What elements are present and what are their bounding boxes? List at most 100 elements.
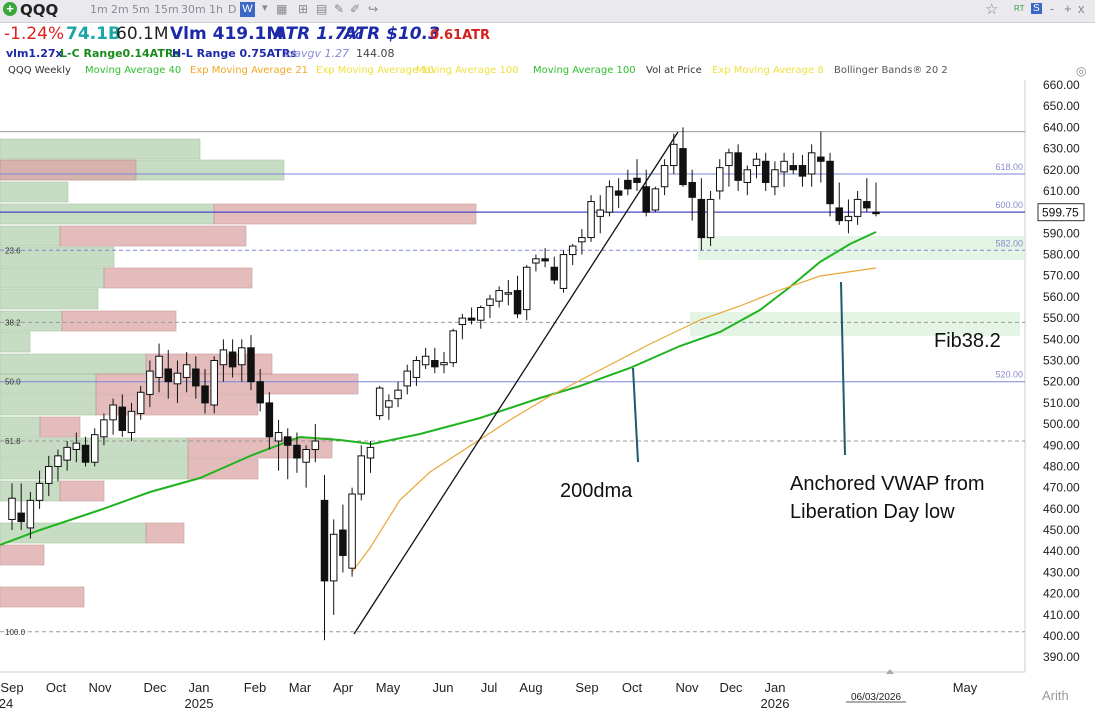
candle (394, 381, 402, 408)
rt-label[interactable]: RT (1014, 4, 1025, 13)
indicator-7[interactable]: Exp Moving Average 8 (712, 65, 824, 76)
indicator-4[interactable]: Moving Average 100 (416, 65, 519, 76)
interval-15m[interactable]: 15m (154, 3, 179, 16)
y-tick-label: 520.00 (1043, 375, 1080, 389)
maximize-icon[interactable]: + (1064, 1, 1072, 16)
candle (164, 349, 173, 399)
candle-body (256, 381, 264, 404)
x-tick-label: Jan (189, 680, 210, 695)
s-button[interactable]: S (1031, 3, 1042, 14)
candles (8, 127, 880, 641)
candle-body (559, 254, 568, 289)
candle-body (568, 245, 577, 256)
indicator-0[interactable]: QQQ Weekly (8, 65, 71, 76)
candle-body (238, 347, 246, 366)
interval-5m[interactable]: 5m (132, 3, 150, 16)
indicator-2[interactable]: Exp Moving Average 21 (190, 65, 309, 76)
candle-body (394, 389, 402, 400)
vap-up-bar (0, 416, 41, 438)
x-year-label: 2025 (185, 696, 214, 710)
star-icon[interactable]: ☆ (985, 1, 999, 18)
candle-body (660, 165, 669, 188)
atr-pct: ATR 1.7% (274, 24, 364, 44)
candle (789, 152, 798, 175)
indicator-1[interactable]: Moving Average 40 (85, 65, 182, 76)
indicator-3[interactable]: Exp Moving Average 10 (316, 65, 435, 76)
candle (449, 328, 457, 367)
candle-body (228, 351, 237, 368)
layout-icon[interactable]: ▤ (316, 2, 328, 16)
y-tick-label: 550.00 (1043, 311, 1080, 325)
indicator-5[interactable]: Moving Average 100 (533, 65, 636, 76)
y-tick-label: 440.00 (1043, 544, 1080, 558)
y-tick-label: 510.00 (1043, 396, 1080, 410)
candle (146, 360, 154, 408)
candle-body (697, 198, 706, 239)
interval-1m[interactable]: 1m (90, 3, 108, 16)
chart-type-icon[interactable]: ▦ (276, 2, 288, 16)
candle (72, 432, 81, 463)
candle-body (734, 152, 742, 181)
annotation-fib382: Fib38.2 (934, 330, 1001, 352)
candle-body (357, 455, 366, 495)
candle-body (651, 188, 660, 211)
level-label: 618.00 (995, 162, 1023, 172)
x-tick-label: Oct (622, 680, 643, 695)
candle-body (706, 198, 715, 239)
vap-up-bar (0, 331, 31, 353)
interval-w-button[interactable]: W (240, 2, 255, 17)
x-tick-label: Dec (719, 680, 743, 695)
candle (761, 152, 770, 191)
share-icon[interactable]: ↪ (368, 2, 379, 16)
interval-30m[interactable]: 30m (181, 3, 206, 16)
candle-body (320, 499, 329, 582)
candle-body (339, 529, 347, 556)
lc-range: L-C Range0.14ATRs (60, 47, 180, 60)
candle-body (100, 419, 108, 438)
candle (863, 178, 871, 213)
candle-body (311, 440, 320, 451)
interval-1h[interactable]: 1h (209, 3, 223, 16)
candle (734, 144, 742, 191)
candle-body (412, 360, 421, 378)
x-tick-label: Feb (244, 680, 266, 695)
x-year-label: 24 (0, 696, 13, 710)
close-icon[interactable]: x (1078, 1, 1085, 16)
candle-body (127, 410, 136, 434)
candle (45, 455, 53, 497)
candle (715, 159, 724, 200)
dropdown-chevron-icon[interactable]: ▾ (262, 2, 268, 14)
edit-icon[interactable]: ✐ (350, 2, 361, 16)
draw-icon[interactable]: ✎ (334, 2, 345, 16)
add-symbol-icon[interactable]: + (3, 2, 17, 16)
candle-body (872, 211, 880, 215)
candle-body (532, 258, 540, 264)
x-tick-label: Mar (289, 680, 312, 695)
indicator-8[interactable]: Bollinger Bands® 20 2 (834, 65, 948, 76)
candle-body (72, 442, 81, 451)
candle-body (633, 177, 641, 183)
minimize-icon[interactable]: - (1050, 1, 1055, 16)
vwap-line (351, 267, 877, 573)
indicators-icon[interactable]: ⊞ (298, 2, 309, 16)
candle-body (265, 402, 274, 438)
indicator-6[interactable]: Vol at Price (646, 65, 702, 76)
candle-body (807, 152, 816, 175)
candle (743, 165, 752, 196)
fib-label: 23.6 (5, 246, 21, 255)
candle-body (578, 237, 586, 243)
x-tick-label: Apr (333, 680, 354, 695)
candle (522, 265, 531, 321)
avg-volume: 60.1M (116, 24, 169, 44)
candle-body (605, 186, 614, 213)
palette-icon[interactable]: ◎ (1076, 64, 1087, 78)
interval-d[interactable]: D (228, 3, 237, 16)
vap-up-bar (0, 181, 69, 203)
vap-down-bar (59, 225, 247, 247)
candle (210, 356, 218, 414)
ticker-symbol[interactable]: QQQ (20, 1, 59, 19)
level-label: 520.00 (995, 370, 1023, 380)
interval-2m[interactable]: 2m (111, 3, 129, 16)
candle-body (449, 330, 457, 364)
